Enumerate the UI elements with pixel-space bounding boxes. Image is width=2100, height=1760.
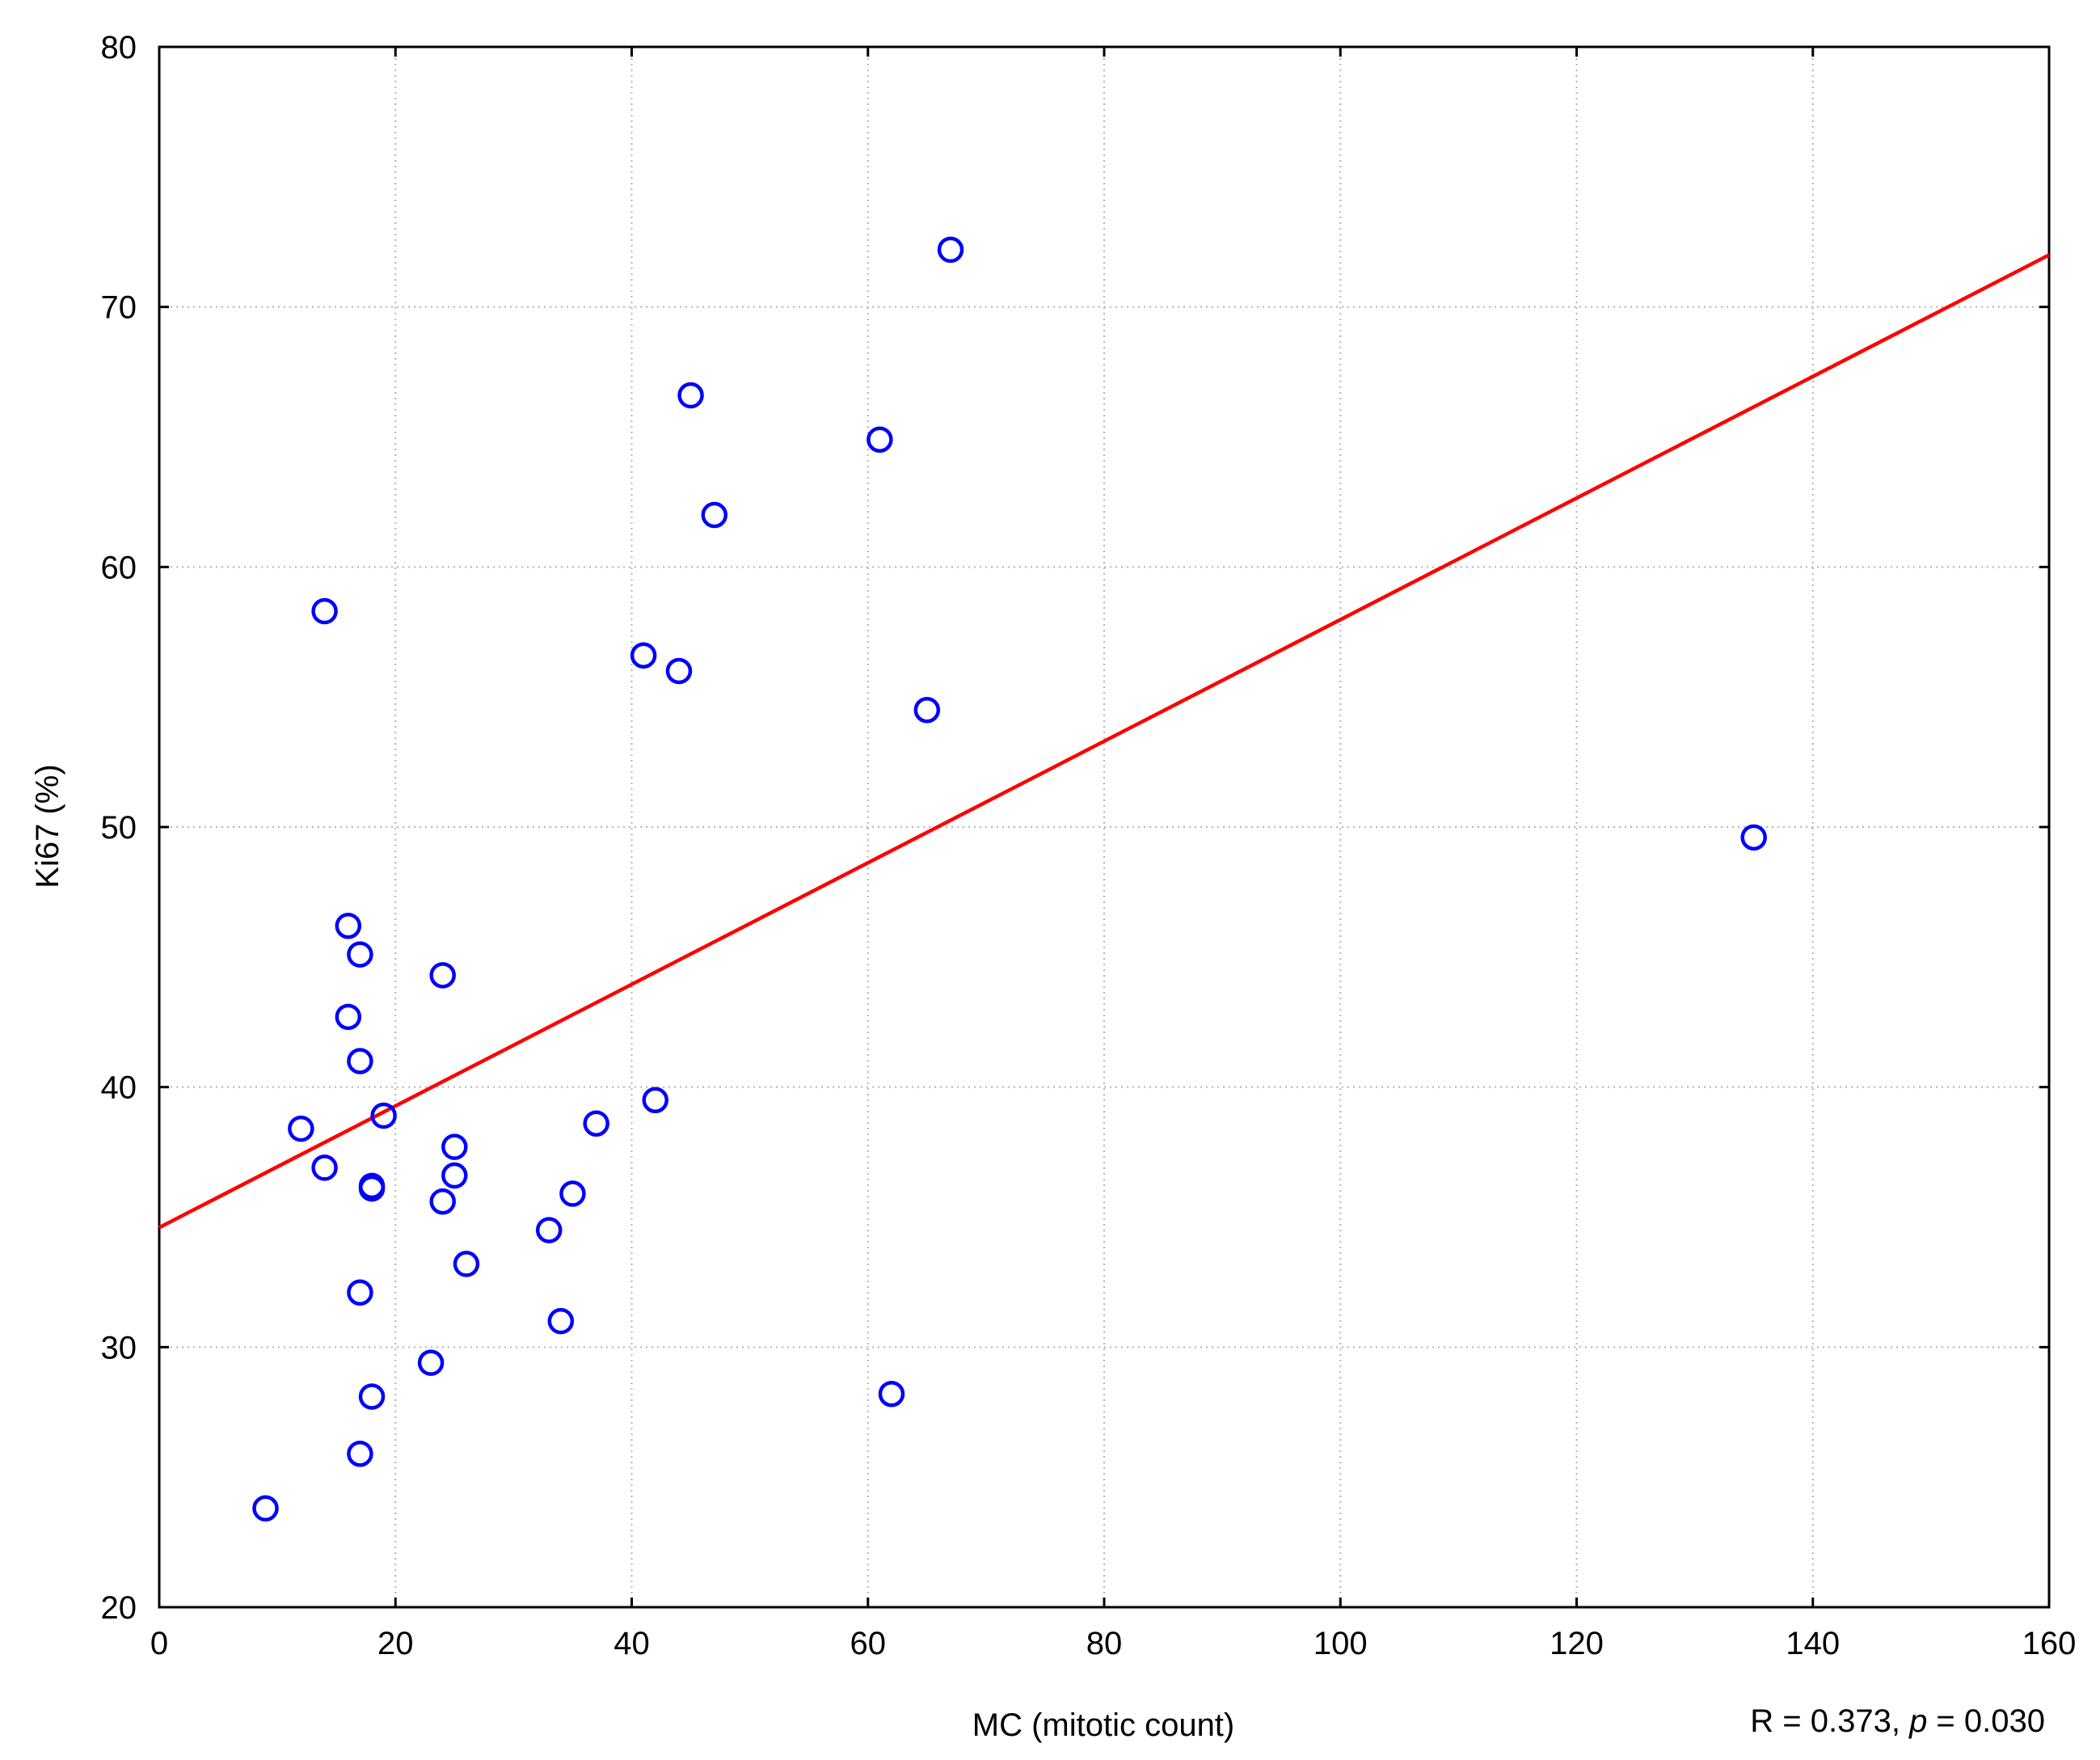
- data-point: [311, 597, 338, 625]
- data-point: [358, 1383, 386, 1410]
- annotation-suffix: = 0.030: [1927, 1703, 2045, 1739]
- data-point: [311, 1154, 338, 1181]
- y-tick-label: 80: [101, 30, 137, 65]
- data-point: [701, 501, 728, 529]
- data-point: [878, 1380, 905, 1408]
- y-tick-label: 20: [101, 1590, 137, 1626]
- axis-ticks: [158, 45, 2051, 1609]
- data-point: [417, 1349, 445, 1376]
- y-tick-label: 30: [101, 1330, 137, 1365]
- x-tick-label: 0: [150, 1626, 168, 1661]
- x-tick-label: 120: [1550, 1626, 1604, 1661]
- x-tick-label: 100: [1314, 1626, 1368, 1661]
- y-tick-labels: 20 30 40 50 60 70 80: [101, 30, 137, 1626]
- data-point: [630, 642, 657, 669]
- data-point: [559, 1180, 586, 1207]
- x-tick-label: 40: [614, 1626, 650, 1661]
- data-point: [347, 941, 373, 968]
- correlation-annotation: R = 0.373, p = 0.030: [1750, 1703, 2045, 1739]
- data-point: [867, 426, 893, 453]
- data-point: [642, 1087, 668, 1113]
- data-point: [453, 1251, 480, 1277]
- data-point: [429, 1188, 456, 1215]
- data-point: [335, 912, 362, 939]
- data-point: [913, 697, 941, 724]
- x-tick-label: 160: [2022, 1626, 2077, 1661]
- data-point: [358, 1175, 386, 1202]
- x-tick-label: 80: [1086, 1626, 1123, 1661]
- data-point: [347, 1048, 373, 1074]
- data-point: [347, 1440, 373, 1467]
- x-tick-label: 140: [1786, 1626, 1840, 1661]
- data-point: [937, 236, 964, 264]
- data-point: [441, 1162, 468, 1189]
- regression-line: [158, 253, 2051, 1230]
- data-point: [583, 1110, 609, 1137]
- y-tick-label: 70: [101, 290, 137, 326]
- data-point: [1740, 824, 1767, 851]
- data-point: [252, 1495, 279, 1522]
- data-point: [288, 1115, 314, 1142]
- data-point: [547, 1307, 575, 1335]
- gridlines: [159, 47, 2049, 1607]
- data-point: [441, 1133, 468, 1160]
- x-tick-label: 60: [850, 1626, 887, 1661]
- data-point: [665, 657, 693, 685]
- y-axis-title: Ki67 (%): [30, 764, 65, 888]
- x-tick-label: 20: [377, 1626, 414, 1661]
- y-tick-label: 40: [101, 1070, 137, 1106]
- data-point: [347, 1279, 373, 1306]
- y-tick-label: 60: [101, 550, 137, 585]
- data-point: [535, 1217, 563, 1243]
- data-points: [252, 236, 1767, 1522]
- x-axis-title: MC (mitotic count): [972, 1707, 1235, 1743]
- x-tick-labels: 0 20 40 60 80 100 120 140 160: [150, 1626, 2077, 1661]
- data-point: [677, 382, 704, 409]
- y-tick-label: 50: [101, 810, 137, 846]
- data-point: [429, 962, 456, 989]
- annotation-p-symbol: p: [1908, 1703, 1927, 1739]
- data-point: [335, 1003, 362, 1031]
- data-point: [370, 1102, 397, 1129]
- annotation-prefix: R = 0.373,: [1750, 1703, 1909, 1739]
